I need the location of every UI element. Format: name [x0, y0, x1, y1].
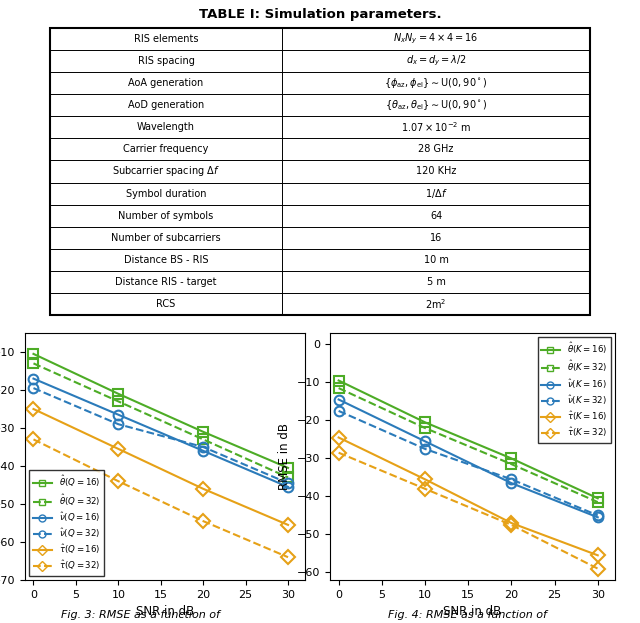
- Text: $\{\theta_{\mathrm{az}}, \theta_{\mathrm{el}}\} \sim \mathrm{U}(0, 90^\circ)$: $\{\theta_{\mathrm{az}}, \theta_{\mathrm…: [385, 98, 488, 112]
- Text: 10 m: 10 m: [424, 255, 449, 265]
- Y-axis label: RMSE in dB: RMSE in dB: [278, 423, 291, 490]
- Text: Subcarrier spacing $\Delta f$: Subcarrier spacing $\Delta f$: [112, 164, 220, 179]
- Text: 120 KHz: 120 KHz: [416, 166, 456, 176]
- Text: Carrier frequency: Carrier frequency: [124, 145, 209, 155]
- Text: Number of subcarriers: Number of subcarriers: [111, 233, 221, 243]
- X-axis label: SNR in dB: SNR in dB: [136, 606, 194, 618]
- Text: AoD generation: AoD generation: [128, 100, 204, 110]
- Text: 16: 16: [430, 233, 442, 243]
- Text: $d_x = d_y = \lambda/2$: $d_x = d_y = \lambda/2$: [406, 54, 467, 69]
- Text: RCS: RCS: [156, 299, 176, 309]
- Text: Number of symbols: Number of symbols: [118, 211, 214, 221]
- Text: Wavelength: Wavelength: [137, 122, 195, 132]
- Text: $2\mathrm{m}^2$: $2\mathrm{m}^2$: [426, 297, 447, 311]
- Text: RIS spacing: RIS spacing: [138, 56, 195, 66]
- Text: Distance RIS - target: Distance RIS - target: [115, 277, 217, 287]
- Text: AoA generation: AoA generation: [129, 78, 204, 88]
- Text: Fig. 3: RMSE as a function of: Fig. 3: RMSE as a function of: [61, 610, 220, 620]
- Text: $N_xN_y = 4\times4 = 16$: $N_xN_y = 4\times4 = 16$: [394, 32, 479, 46]
- Legend: $\hat{\theta}(Q = 16)$, $\hat{\theta}(Q = 32)$, $\hat{\nu}(Q = 16)$, $\hat{\nu}(: $\hat{\theta}(Q = 16)$, $\hat{\theta}(Q …: [29, 470, 104, 576]
- Text: 64: 64: [430, 211, 442, 221]
- Text: $\{\phi_{\mathrm{az}}, \phi_{\mathrm{el}}\} \sim \mathrm{U}(0, 90^\circ)$: $\{\phi_{\mathrm{az}}, \phi_{\mathrm{el}…: [385, 76, 488, 90]
- Text: $1.07 \times 10^{-2}$ m: $1.07 \times 10^{-2}$ m: [401, 120, 471, 134]
- Text: Symbol duration: Symbol duration: [126, 189, 206, 199]
- Text: 5 m: 5 m: [427, 277, 445, 287]
- X-axis label: SNR in dB: SNR in dB: [444, 606, 502, 618]
- Text: RIS elements: RIS elements: [134, 34, 198, 44]
- Text: TABLE I: Simulation parameters.: TABLE I: Simulation parameters.: [198, 8, 442, 21]
- Text: Distance BS - RIS: Distance BS - RIS: [124, 255, 209, 265]
- Legend: $\hat{\theta}(K = 16)$, $\hat{\theta}(K = 32)$, $\hat{\nu}(K = 16)$, $\hat{\nu}(: $\hat{\theta}(K = 16)$, $\hat{\theta}(K …: [538, 337, 611, 442]
- Text: $1/\Delta f$: $1/\Delta f$: [425, 187, 447, 200]
- Text: 28 GHz: 28 GHz: [419, 145, 454, 155]
- Text: Fig. 4: RMSE as a function of: Fig. 4: RMSE as a function of: [388, 610, 547, 620]
